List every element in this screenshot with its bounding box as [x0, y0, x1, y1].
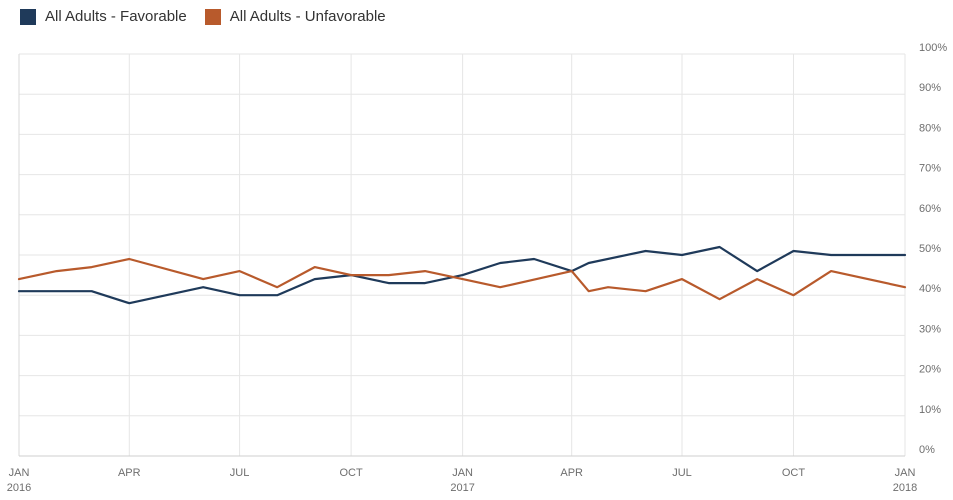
y-tick-label: 100% — [919, 42, 947, 54]
legend-item-favorable[interactable]: All Adults - Favorable — [20, 8, 187, 25]
x-tick-label: JAN — [9, 467, 30, 479]
y-tick-label: 60% — [919, 203, 941, 215]
y-tick-label: 50% — [919, 243, 941, 255]
x-tick-year-label: 2018 — [893, 482, 917, 494]
legend-label-favorable: All Adults - Favorable — [45, 8, 187, 25]
x-tick-label: JUL — [230, 467, 250, 479]
x-tick-year-label: 2017 — [450, 482, 474, 494]
legend-label-unfavorable: All Adults - Unfavorable — [229, 8, 386, 25]
y-tick-label: 40% — [919, 283, 941, 295]
legend-swatch-favorable — [20, 8, 36, 25]
x-tick-label: OCT — [339, 467, 363, 479]
y-tick-label: 90% — [919, 82, 941, 94]
x-tick-label: APR — [118, 467, 141, 479]
x-tick-label: JUL — [672, 467, 692, 479]
y-tick-label: 0% — [919, 444, 935, 456]
legend-swatch-unfavorable — [204, 8, 221, 25]
y-tick-label: 20% — [919, 364, 941, 376]
chart-legend: All Adults - Favorable All Adults - Unfa… — [20, 8, 386, 25]
y-tick-label: 70% — [919, 163, 941, 175]
x-tick-label: JAN — [895, 467, 916, 479]
x-tick-year-label: 2016 — [7, 482, 31, 494]
y-tick-label: 10% — [919, 404, 941, 416]
x-tick-label: APR — [560, 467, 583, 479]
x-tick-label: OCT — [782, 467, 806, 479]
legend-item-unfavorable[interactable]: All Adults - Unfavorable — [204, 8, 386, 25]
x-tick-label: JAN — [452, 467, 473, 479]
series-line-unfavorable — [17, 257, 907, 301]
y-tick-label: 30% — [919, 323, 941, 335]
y-tick-label: 80% — [919, 122, 941, 134]
series-line-favorable — [17, 245, 907, 305]
